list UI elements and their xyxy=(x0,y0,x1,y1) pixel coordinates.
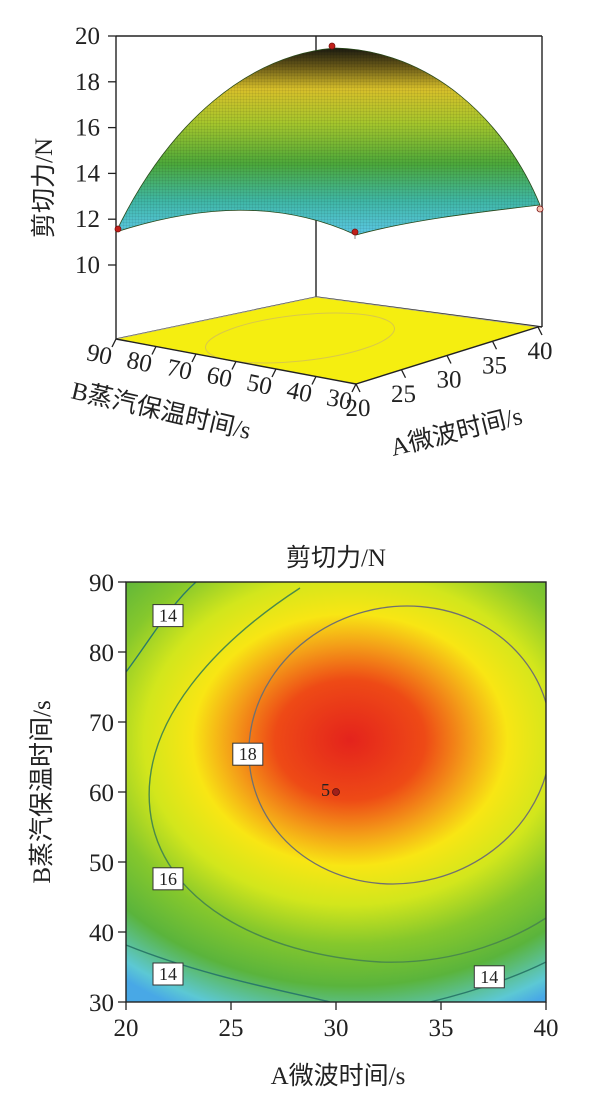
x-axis-3d: 20 25 30 35 40 xyxy=(346,326,553,422)
floor-projection-contour xyxy=(204,312,396,364)
y-tick-3d xyxy=(351,383,357,393)
x-tick-label-2d: 30 xyxy=(324,1015,349,1042)
contour-line-16 xyxy=(148,587,546,963)
x-tick-3d xyxy=(355,383,361,393)
contour-label-box xyxy=(152,867,184,891)
y-tick-label-3d: 80 xyxy=(124,347,154,379)
contour-label: 14 xyxy=(159,606,177,626)
design-point xyxy=(536,205,544,213)
contour-label-box xyxy=(232,742,264,766)
x-tick-3d xyxy=(537,326,543,336)
contour-line-14-bottom xyxy=(126,944,331,1002)
x-axis-title-2d: A微波时间/s xyxy=(271,1062,406,1090)
contour-label: 14 xyxy=(159,964,177,984)
x-tick-label-2d: 35 xyxy=(429,1015,454,1042)
response-surface-mesh xyxy=(116,48,540,235)
center-point: 5 xyxy=(321,780,340,800)
x-tick-label-3d: 30 xyxy=(437,367,462,394)
x-tick-label-3d: 25 xyxy=(391,381,416,408)
y-tick-label-2d: 40 xyxy=(89,920,114,947)
y-tick-label-3d: 40 xyxy=(284,377,314,409)
contour-line-18 xyxy=(248,605,546,885)
y-tick-label-2d: 70 xyxy=(89,710,114,737)
y-tick-label-2d: 80 xyxy=(89,640,114,667)
z-axis-title: 剪切力/N xyxy=(30,138,58,238)
x-tick-label-2d: 25 xyxy=(219,1015,244,1042)
y-tick-label-3d: 30 xyxy=(324,384,354,416)
x-tick-label-3d: 20 xyxy=(346,395,371,422)
z-tick-label: 20 xyxy=(75,23,100,50)
y-tick-label-2d: 30 xyxy=(89,990,114,1017)
z-tick-label: 18 xyxy=(75,69,100,96)
y-tick-3d xyxy=(151,346,157,355)
z-tick-label: 10 xyxy=(75,252,100,279)
y-axis-title-2d: B蒸汽保温时间/s xyxy=(28,700,56,883)
design-point xyxy=(351,228,359,236)
x-tick-label-3d: 40 xyxy=(528,338,553,365)
y-tick-label-3d: 60 xyxy=(204,362,234,394)
design-points xyxy=(114,42,544,236)
y-tick-3d xyxy=(231,361,237,370)
y-tick-label-2d: 90 xyxy=(89,570,114,597)
x-axis-title-3d: A微波时间/s xyxy=(388,402,526,462)
z-tick-label: 14 xyxy=(75,160,101,187)
contour-label: 18 xyxy=(239,744,257,764)
z-tick-label: 12 xyxy=(75,206,100,233)
surface-plot: 10 12 14 16 18 20 90 80 70 60 50 40 30 20 25 30 35 40 剪… xyxy=(30,23,553,462)
y-tick-3d xyxy=(311,376,317,385)
x-tick-3d xyxy=(446,355,452,364)
y-tick-label-3d: 70 xyxy=(164,354,194,386)
contour-label-box xyxy=(473,965,505,989)
z-tick-label: 16 xyxy=(75,115,100,142)
y-tick-label-3d: 50 xyxy=(244,369,274,401)
contour-title: 剪切力/N xyxy=(286,544,386,572)
center-point-marker xyxy=(332,788,340,796)
z-axis: 10 12 14 16 18 20 xyxy=(75,23,116,279)
y-tick-label-3d: 90 xyxy=(84,339,114,371)
contour-label-box xyxy=(152,962,184,986)
x-axis-2d: 20 25 30 35 40 xyxy=(114,1002,559,1042)
y-tick-3d xyxy=(111,338,117,348)
x-tick-label-2d: 20 xyxy=(114,1015,139,1042)
contour-labels: 14 18 16 14 14 xyxy=(152,604,505,989)
y-axis-3d: 90 80 70 60 50 40 30 xyxy=(84,338,357,416)
x-tick-3d xyxy=(400,369,407,379)
y-tick-3d xyxy=(191,353,197,363)
y-tick-3d xyxy=(271,368,277,378)
center-point-label: 5 xyxy=(321,780,330,800)
design-point xyxy=(328,42,336,50)
y-axis-2d: 30 40 50 60 70 80 90 xyxy=(89,570,126,1017)
design-point xyxy=(114,225,122,233)
contour-label: 14 xyxy=(480,967,498,987)
x-tick-label-2d: 40 xyxy=(534,1015,559,1042)
contour-label: 16 xyxy=(159,869,177,889)
y-tick-label-2d: 50 xyxy=(89,850,114,877)
contour-label-box xyxy=(152,604,184,628)
y-tick-label-2d: 60 xyxy=(89,780,114,807)
x-tick-3d xyxy=(491,340,498,350)
contour-plot: 剪切力/N 14 18 16 14 14 5 20 25 30 35 40 30 40 50 60 70… xyxy=(28,544,559,1090)
x-tick-label-3d: 35 xyxy=(482,352,507,379)
